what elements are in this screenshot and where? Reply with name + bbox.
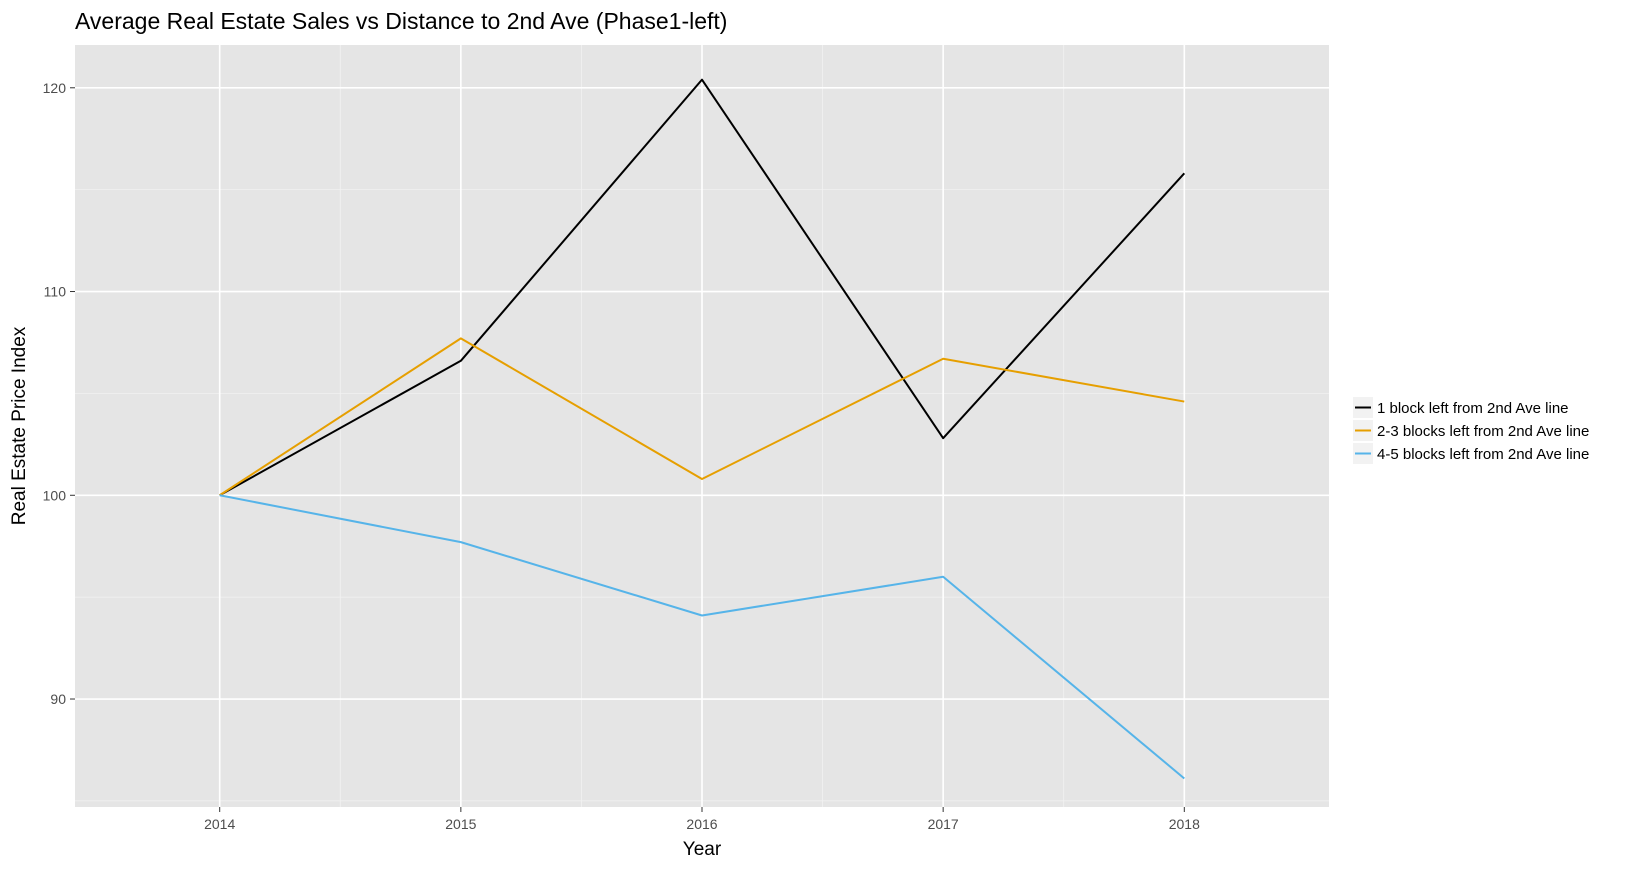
y-tick-label: 90 (50, 691, 66, 707)
series-lines (219, 78, 1186, 780)
y-tick-label: 100 (43, 487, 67, 503)
y-tick-label: 120 (43, 80, 67, 96)
y-axis: 90 100 110 120 (43, 80, 75, 707)
y-axis-title: Real Estate Price Index (9, 326, 30, 525)
legend-label: 1 block left from 2nd Ave line (1377, 400, 1569, 417)
chart-title: Average Real Estate Sales vs Distance to… (75, 8, 727, 34)
legend: 1 block left from 2nd Ave line 2-3 blocks… (1353, 397, 1589, 464)
series-line-3 (219, 494, 1185, 780)
x-axis: 2014 2015 2016 2017 2018 (204, 807, 1200, 832)
x-tick-label: 2017 (928, 816, 959, 832)
x-tick-label: 2018 (1169, 816, 1200, 832)
x-tick-label: 2015 (445, 816, 476, 832)
major-gridlines (75, 45, 1329, 807)
x-axis-title: Year (683, 839, 722, 860)
y-tick-label: 110 (44, 284, 67, 300)
series-line-1 (219, 78, 1186, 497)
legend-label: 4-5 blocks left from 2nd Ave line (1377, 446, 1589, 463)
legend-label: 2-3 blocks left from 2nd Ave line (1377, 423, 1589, 440)
x-tick-label: 2016 (686, 816, 717, 832)
series-line-2 (219, 337, 1185, 497)
x-tick-label: 2014 (204, 816, 235, 832)
